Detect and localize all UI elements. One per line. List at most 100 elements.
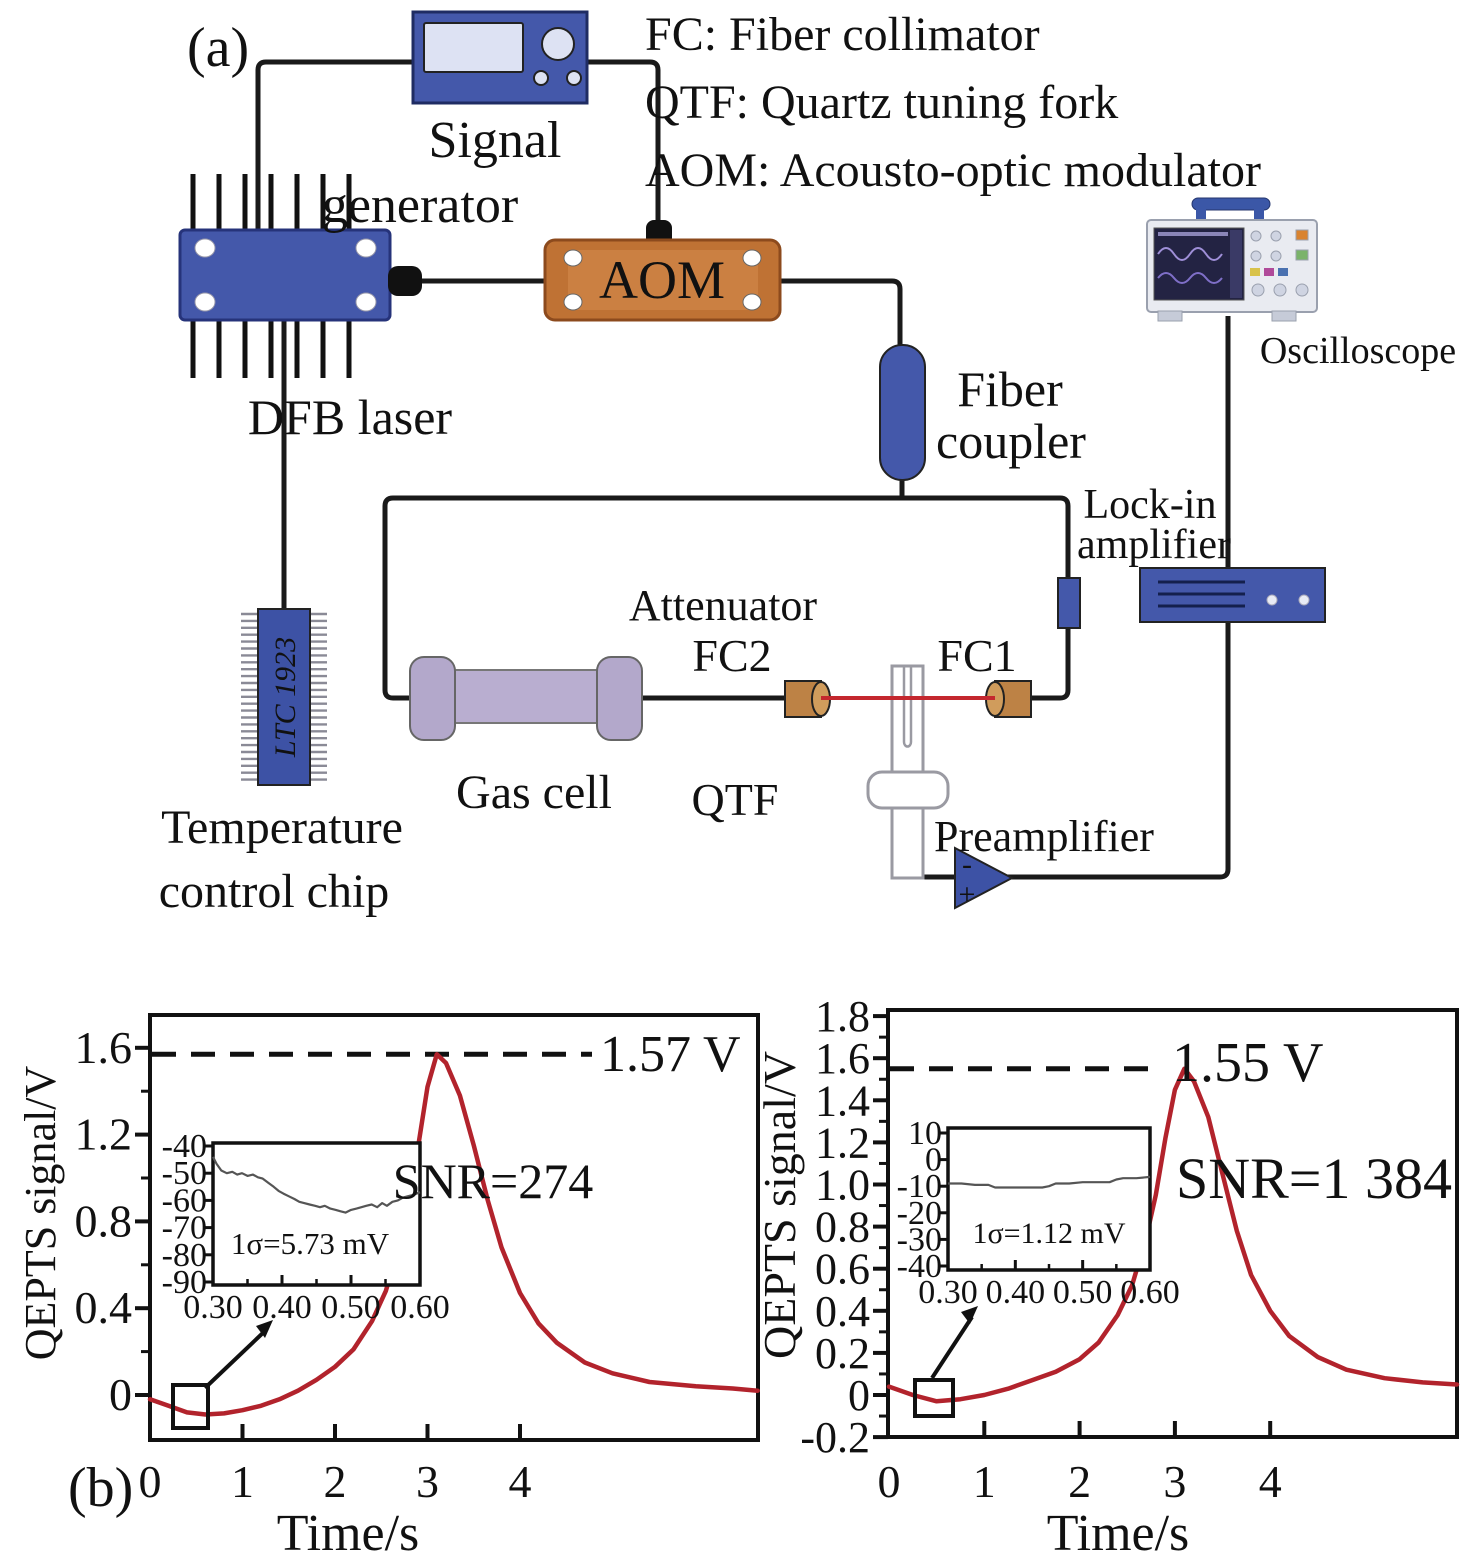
- x-tick-label: 4: [509, 1456, 532, 1507]
- dfb-laser: [178, 174, 422, 378]
- inset-x-tick-label: 0.60: [1120, 1274, 1180, 1311]
- y-tick-label: 1.6: [815, 1034, 870, 1083]
- zoom-marker-rect: [913, 1378, 955, 1418]
- x-tick-label: 3: [1163, 1456, 1186, 1507]
- inset-y-tick-label: -40: [162, 1128, 207, 1165]
- screw-hole: [355, 292, 377, 312]
- inset-frame: [211, 1141, 422, 1287]
- right-peak-annotation: 1.55 V: [1172, 1032, 1323, 1094]
- y-tick-label: 0: [109, 1369, 132, 1420]
- qtf-label: QTF: [692, 774, 779, 825]
- preamplifier-device: - +: [954, 846, 1015, 911]
- x-tick-label: 1: [973, 1456, 996, 1507]
- zoom-marker-rect: [171, 1383, 210, 1430]
- inset-y-tick-label: -10: [897, 1168, 942, 1205]
- oscilloscope-label: Oscilloscope: [1260, 330, 1456, 372]
- inset-x-tick-label: 0.30: [183, 1289, 243, 1326]
- inset-y-tick-label: 10: [908, 1115, 942, 1152]
- chip-text: LTC 1923: [269, 637, 302, 758]
- lockin-label-2: amplifier: [1077, 522, 1231, 568]
- qtf-collar: [866, 770, 950, 810]
- dfb-laser-label: DFB laser: [248, 389, 453, 445]
- x-tick-label: 1: [231, 1456, 254, 1507]
- aom-device-label: AOM: [599, 250, 725, 310]
- qtf-slot: [902, 666, 913, 748]
- x-tick-label: 4: [1259, 1456, 1282, 1507]
- wire-siggen-to-laser: [255, 59, 413, 230]
- right-chart-xlabel: Time/s: [1047, 1505, 1190, 1562]
- x-tick-label: 2: [1068, 1456, 1091, 1507]
- oscilloscope-screen-menu: [1230, 230, 1242, 298]
- oscilloscope-handle-post: [1254, 206, 1264, 224]
- qtf-device: [866, 664, 950, 880]
- zoom-arrow-head: [961, 1306, 978, 1324]
- signal-generator-label-2: generator: [322, 177, 518, 234]
- left-chart-ylabel: QEPTS signal/V: [16, 1065, 65, 1360]
- gas-cell-tube: [447, 669, 605, 724]
- y-tick-label: 1.2: [815, 1118, 870, 1167]
- fc1-label: FC1: [937, 630, 1016, 681]
- inset-noise-curve: [212, 1156, 421, 1214]
- wire-fiber-loop: [382, 495, 1071, 701]
- lockin-label-1: Lock-in: [1084, 482, 1217, 528]
- attenuator-device: [1057, 577, 1081, 629]
- oscilloscope-trace: [1157, 272, 1223, 284]
- inset-y-tick-label: -60: [162, 1182, 207, 1219]
- signal-generator: [411, 10, 589, 105]
- panel-b-label: (b): [68, 1457, 133, 1519]
- x-tick-label: 3: [416, 1456, 439, 1507]
- wire-siggen-to-aom: [587, 59, 661, 224]
- y-tick-label: 1.4: [815, 1076, 870, 1125]
- gas-cell-label: Gas cell: [456, 766, 612, 819]
- fiber-coupler-device: [879, 344, 926, 481]
- lockin-led: [1298, 594, 1310, 606]
- inset-noise-curve: [948, 1175, 1151, 1189]
- screw-hole: [742, 249, 762, 267]
- screw-hole: [194, 238, 216, 258]
- fc2-label: FC2: [692, 630, 771, 681]
- inset-y-tick-label: 0: [925, 1142, 942, 1179]
- charts-panel: (b) 0 1 2 3 400.40.81.21.60.30 0.40 0.50 0.60-4…: [16, 992, 1460, 1562]
- inset-x-tick-label: 0.40: [986, 1274, 1046, 1311]
- signal-generator-label-1: Signal: [429, 112, 562, 169]
- plot-frame: [148, 1013, 760, 1442]
- y-tick-label: 1.6: [75, 1022, 133, 1073]
- oscilloscope-screen-header: [1158, 232, 1228, 236]
- inset-y-tick-label: -90: [162, 1264, 207, 1301]
- wire-attenuator-to-fc1: [1030, 628, 1071, 701]
- screw-hole: [194, 292, 216, 312]
- right-snr-annotation: SNR=1 384: [1176, 1146, 1452, 1211]
- preamp-minus-sign: -: [962, 848, 972, 881]
- wire-qtf-to-lockin: [908, 622, 1231, 880]
- inset-y-tick-label: -70: [162, 1210, 207, 1247]
- legend-line-fc: FC: Fiber collimator: [645, 8, 1040, 61]
- fiber-coupler-label-1: Fiber: [957, 361, 1063, 417]
- preamplifier-label: Preamplifier: [934, 812, 1154, 861]
- inset-x-tick-label: 0.40: [252, 1289, 312, 1326]
- plot-frame: [886, 1008, 1459, 1439]
- y-tick-label: 1.0: [815, 1161, 870, 1210]
- gas-cell-device: [409, 656, 643, 741]
- zoom-arrow: [930, 1315, 974, 1380]
- y-tick-label: -0.2: [800, 1413, 870, 1462]
- wires: [255, 59, 1231, 880]
- x-tick-label: 0: [878, 1456, 901, 1507]
- panel-a-label: (a): [187, 17, 249, 79]
- left-snr-annotation: SNR=274: [393, 1153, 593, 1209]
- inset-x-tick-label: 0.50: [1053, 1274, 1113, 1311]
- dfb-laser-connector: [388, 266, 422, 296]
- y-tick-label: 1.2: [75, 1109, 133, 1160]
- signal-generator-button: [533, 70, 549, 86]
- oscilloscope-foot: [1157, 310, 1183, 322]
- inset-x-tick-label: 0.50: [321, 1289, 381, 1326]
- inset-y-tick-label: -30: [897, 1221, 942, 1258]
- temperature-chip-label-2: control chip: [159, 865, 390, 918]
- screw-hole: [563, 293, 583, 311]
- left-chart: 0 1 2 3 4 0 0.4 0.8 1.2 1.6 0.30 0.40 0.50 0.60 -40-50…: [75, 1013, 760, 1507]
- x-tick-label: 2: [324, 1456, 347, 1507]
- oscilloscope-trace: [1157, 247, 1223, 261]
- preamp-plus-sign: +: [959, 878, 976, 911]
- aom-face: [568, 250, 758, 310]
- signal-generator-knob: [541, 27, 575, 61]
